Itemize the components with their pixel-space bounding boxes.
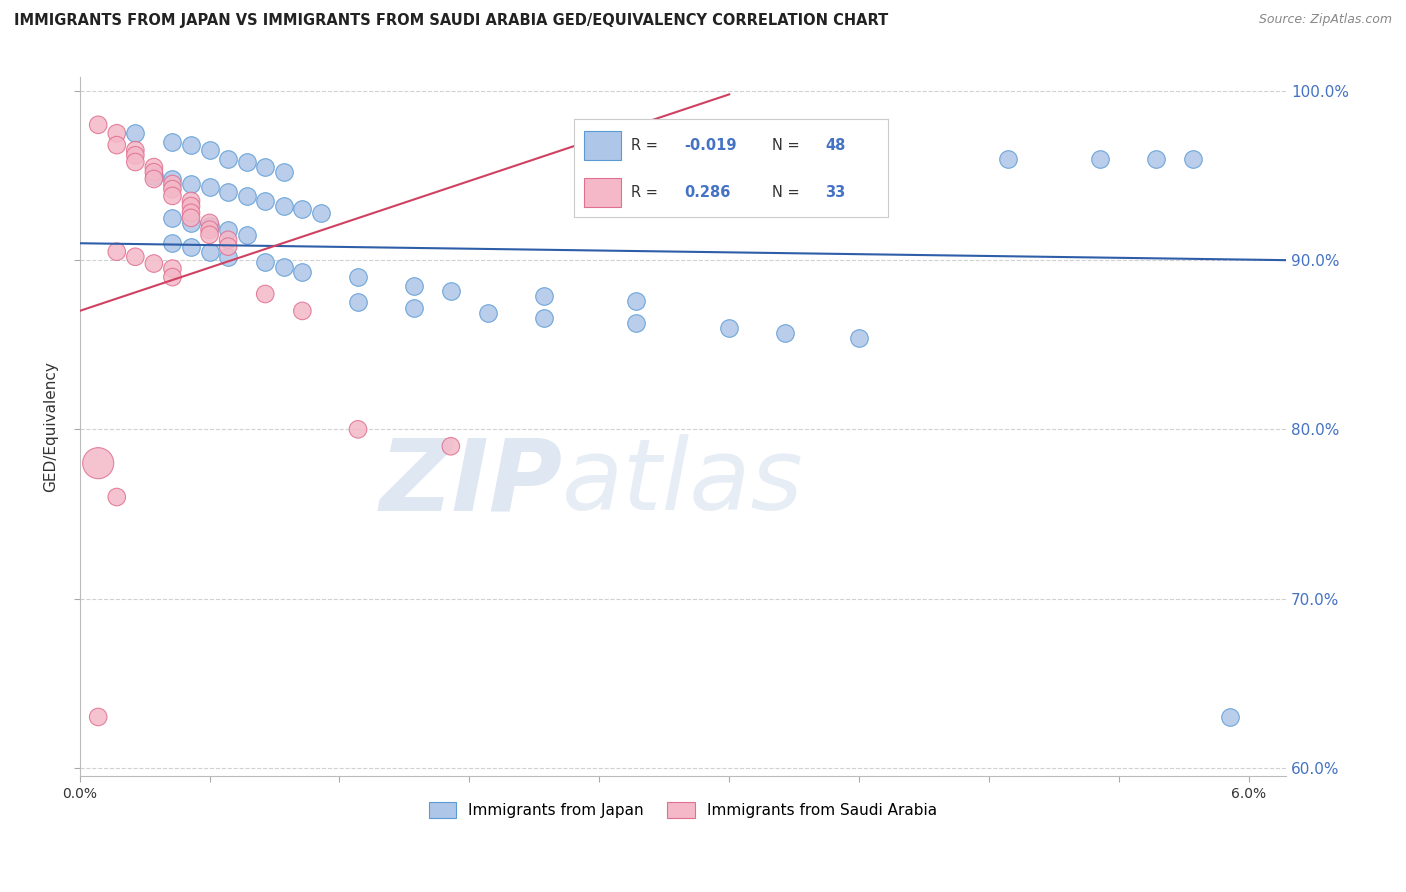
Point	[848, 331, 870, 345]
Legend: Immigrants from Japan, Immigrants from Saudi Arabia: Immigrants from Japan, Immigrants from S…	[423, 797, 943, 824]
Point	[162, 177, 184, 191]
Point	[440, 284, 463, 298]
Point	[198, 216, 221, 230]
Point	[142, 172, 165, 186]
Point	[142, 165, 165, 179]
Point	[235, 155, 257, 169]
Point	[533, 288, 555, 302]
Point	[105, 490, 128, 504]
Point	[1090, 152, 1112, 166]
Point	[477, 305, 499, 319]
Point	[254, 287, 277, 301]
Point	[291, 304, 314, 318]
Point	[105, 126, 128, 140]
Point	[124, 126, 146, 140]
Point	[347, 422, 370, 436]
Point	[162, 189, 184, 203]
Point	[142, 169, 165, 183]
Point	[402, 278, 425, 293]
Point	[180, 199, 202, 213]
Point	[402, 301, 425, 315]
Point	[198, 143, 221, 157]
Point	[626, 316, 648, 330]
Point	[142, 160, 165, 174]
Point	[180, 211, 202, 225]
Point	[254, 194, 277, 208]
Point	[162, 182, 184, 196]
Point	[626, 293, 648, 308]
Text: ZIP: ZIP	[380, 434, 562, 532]
Point	[198, 244, 221, 259]
Y-axis label: GED/Equivalency: GED/Equivalency	[44, 361, 58, 492]
Point	[87, 710, 110, 724]
Point	[198, 180, 221, 194]
Point	[162, 211, 184, 225]
Point	[162, 135, 184, 149]
Point	[773, 326, 796, 340]
Point	[162, 270, 184, 285]
Point	[235, 227, 257, 242]
Point	[124, 148, 146, 162]
Point	[718, 321, 741, 335]
Point	[180, 239, 202, 253]
Point	[198, 219, 221, 234]
Text: atlas: atlas	[562, 434, 804, 532]
Text: IMMIGRANTS FROM JAPAN VS IMMIGRANTS FROM SAUDI ARABIA GED/EQUIVALENCY CORRELATIO: IMMIGRANTS FROM JAPAN VS IMMIGRANTS FROM…	[14, 13, 889, 29]
Point	[347, 270, 370, 285]
Point	[198, 227, 221, 242]
Point	[142, 256, 165, 270]
Point	[198, 223, 221, 237]
Point	[273, 260, 295, 274]
Point	[1144, 152, 1167, 166]
Point	[291, 202, 314, 217]
Point	[162, 172, 184, 186]
Point	[533, 310, 555, 325]
Point	[1219, 710, 1241, 724]
Point	[180, 177, 202, 191]
Point	[180, 194, 202, 208]
Point	[235, 189, 257, 203]
Point	[217, 250, 239, 264]
Point	[291, 265, 314, 279]
Point	[124, 250, 146, 264]
Point	[254, 160, 277, 174]
Point	[87, 118, 110, 132]
Point	[217, 223, 239, 237]
Point	[217, 239, 239, 253]
Point	[309, 206, 332, 220]
Point	[217, 186, 239, 200]
Point	[180, 216, 202, 230]
Point	[347, 295, 370, 310]
Point	[180, 138, 202, 153]
Point	[105, 138, 128, 153]
Point	[87, 456, 110, 470]
Point	[124, 143, 146, 157]
Point	[217, 233, 239, 247]
Point	[273, 165, 295, 179]
Point	[273, 199, 295, 213]
Point	[997, 152, 1019, 166]
Point	[124, 155, 146, 169]
Text: Source: ZipAtlas.com: Source: ZipAtlas.com	[1258, 13, 1392, 27]
Point	[162, 236, 184, 251]
Point	[180, 206, 202, 220]
Point	[440, 439, 463, 453]
Point	[162, 261, 184, 276]
Point	[1182, 152, 1205, 166]
Point	[105, 244, 128, 259]
Point	[217, 152, 239, 166]
Point	[254, 255, 277, 269]
